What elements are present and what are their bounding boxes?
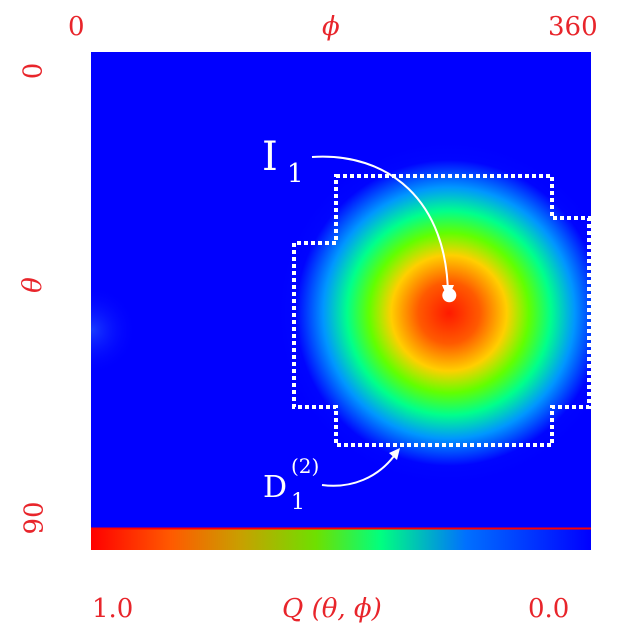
x-min-tick: 0 (68, 12, 85, 42)
colorbar-label: Q (θ, ϕ) (282, 594, 382, 624)
x-axis-label: ϕ (322, 12, 340, 42)
peak-marker (442, 288, 457, 303)
region-outline (292, 174, 591, 447)
colorbar (91, 528, 591, 550)
region-label-main: D (263, 470, 287, 505)
region-arrow (321, 455, 395, 487)
peak-label-sub: 1 (287, 159, 304, 189)
colorbar-min-tick: 0.0 (528, 594, 570, 624)
region-arrow-head (389, 448, 400, 460)
peak-arrow (311, 155, 449, 298)
peak-label-main: I (262, 134, 278, 180)
colorbar-max-tick: 1.0 (92, 594, 134, 624)
x-max-tick: 360 (548, 12, 598, 42)
heatmap-hotspot (279, 143, 591, 483)
region-label-sup: (2) (291, 454, 319, 478)
region-label-sub: 1 (291, 490, 305, 515)
